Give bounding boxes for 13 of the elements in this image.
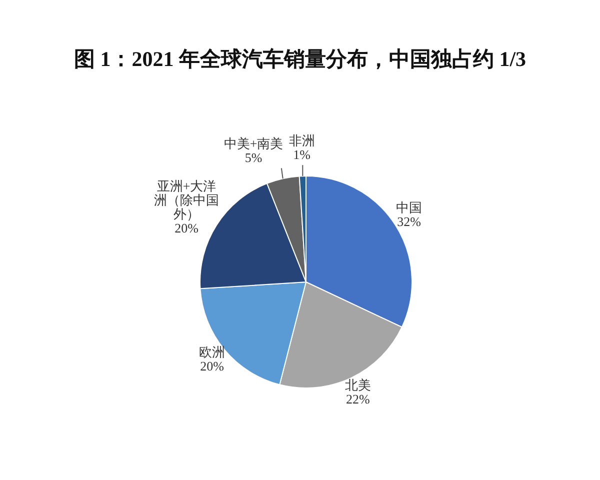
slice-label: 中国 (396, 200, 422, 216)
slice-label: 非洲 (288, 133, 315, 148)
slice-label: 亚洲+大洋洲（除中国外） (154, 178, 220, 222)
data-label: 20% (200, 358, 224, 374)
slice-label: 欧洲 (198, 344, 225, 360)
data-label: 5% (244, 150, 262, 166)
chart-title: 图 1：2021 年全球汽车销量分布，中国独占约 1/3 (74, 47, 526, 71)
data-label: 32% (397, 214, 422, 230)
data-label: 20% (174, 220, 199, 236)
data-label: 1% (293, 147, 311, 162)
slice-label: 北美 (344, 377, 371, 392)
slice-label: 中美+南美 (224, 136, 284, 152)
data-label: 22% (346, 391, 370, 406)
